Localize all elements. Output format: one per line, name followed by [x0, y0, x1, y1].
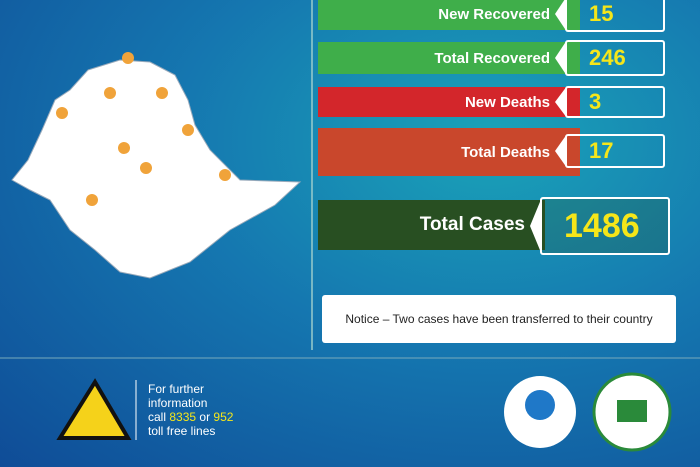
logo-mark [617, 400, 647, 422]
stat-label: Total Cases [318, 200, 545, 250]
footer-text: For further information call 8335 or 952… [148, 382, 233, 438]
footer-line: For further [148, 382, 205, 396]
stat-label: Total Recovered [318, 42, 580, 74]
arrow [555, 40, 567, 76]
map-pins [56, 52, 231, 206]
notice: Notice – Two cases have been transferred… [322, 295, 676, 343]
stat-value: 17 [565, 134, 665, 168]
arrow [555, 0, 567, 32]
logo-mark [525, 390, 555, 420]
text: or [199, 410, 211, 424]
map [11, 59, 302, 279]
warning-icon [56, 378, 132, 440]
arrow [530, 197, 542, 255]
arrow [555, 134, 567, 168]
stat-label: Total Deaths [318, 128, 580, 176]
stat-value: 1486 [540, 197, 670, 255]
footer-line: information [148, 396, 208, 410]
stat-label: New Deaths [318, 87, 580, 117]
stat-value: 246 [565, 40, 665, 76]
footer-line: call 8335 or 952 [148, 410, 233, 424]
footer-line: toll free lines [148, 424, 216, 438]
stat-value: 3 [565, 86, 665, 118]
stat-label: New Recovered [318, 0, 580, 30]
stat-value: 15 [565, 0, 665, 32]
phone-number: 8335 [169, 410, 197, 424]
phone-number: 952 [213, 410, 234, 424]
arrow [555, 86, 567, 118]
text: call [148, 410, 167, 424]
